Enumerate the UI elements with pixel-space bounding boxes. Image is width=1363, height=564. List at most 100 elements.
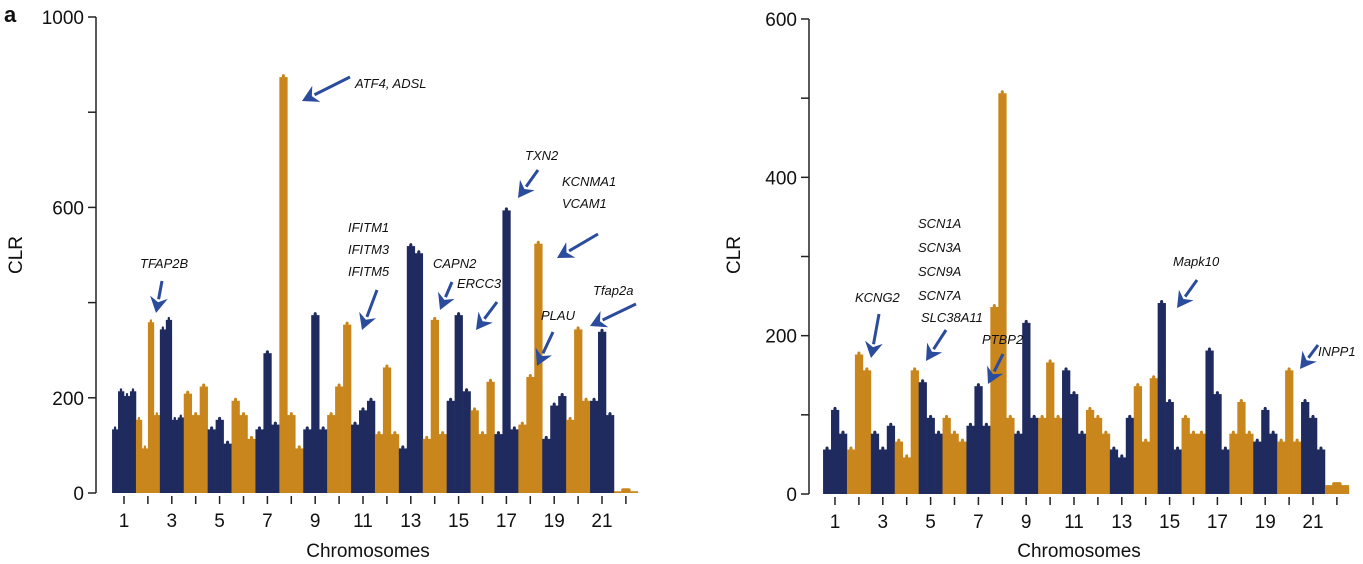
- data-peak-point: [1096, 414, 1100, 419]
- gene-annotation: KCNMA1: [562, 174, 616, 189]
- data-bin: [414, 253, 424, 493]
- data-peak-point: [968, 422, 973, 427]
- data-bin: [1054, 417, 1063, 494]
- data-peak-point: [1040, 414, 1044, 419]
- x-tick-label: 17: [1207, 512, 1228, 533]
- chromosome-22-points: [1324, 482, 1350, 494]
- data-bin: [215, 419, 224, 493]
- chromosome-3-points: [159, 316, 185, 493]
- data-peak-point: [167, 316, 171, 321]
- data-peak-point: [552, 402, 556, 407]
- data-bin: [1149, 378, 1158, 494]
- data-bin: [1006, 417, 1015, 494]
- data-bin: [177, 417, 185, 493]
- data-bin: [574, 329, 583, 493]
- data-peak-point: [1207, 347, 1212, 352]
- data-bin: [894, 441, 904, 494]
- data-bin: [430, 319, 439, 493]
- data-peak-point: [1160, 300, 1164, 305]
- data-bin: [958, 441, 967, 494]
- data-bin: [118, 391, 125, 493]
- data-peak-point: [337, 383, 341, 388]
- data-peak-point: [1064, 367, 1068, 372]
- data-peak-point: [536, 240, 540, 245]
- data-bin: [886, 425, 896, 494]
- data-peak-point: [1287, 367, 1291, 372]
- data-bin: [1070, 394, 1079, 494]
- data-bin: [359, 410, 368, 493]
- data-bin: [223, 443, 232, 493]
- gene-annotation: TFAP2B: [140, 256, 188, 271]
- data-peak-point: [449, 397, 453, 402]
- arrow-icon: [313, 75, 351, 97]
- data-peak-point: [149, 319, 153, 324]
- chromosome-12-points: [1085, 406, 1111, 494]
- data-bin: [1301, 402, 1310, 494]
- data-bin: [319, 429, 328, 493]
- data-peak-point: [1191, 430, 1196, 435]
- data-peak-point: [249, 435, 254, 440]
- data-peak-point: [857, 351, 861, 356]
- data-peak-point: [897, 438, 901, 443]
- arrow-icon: [1307, 344, 1320, 359]
- arrow-icon: [483, 301, 499, 320]
- data-peak-point: [417, 250, 421, 255]
- data-bin: [974, 386, 983, 494]
- data-bin: [295, 448, 304, 493]
- data-peak-point: [1152, 375, 1156, 380]
- data-peak-point: [161, 326, 165, 331]
- data-bin: [942, 417, 951, 494]
- data-bin: [598, 331, 607, 493]
- data-peak-point: [929, 414, 933, 419]
- gene-annotation: PLAU: [541, 308, 576, 323]
- arrow-icon: [444, 281, 454, 298]
- data-peak-point: [608, 412, 612, 417]
- arrowhead-icon: [535, 347, 552, 366]
- chromosome-18-points: [1229, 399, 1254, 494]
- data-bin: [550, 405, 559, 493]
- y-axis-title: CLR: [6, 236, 27, 274]
- arrowhead-icon: [1300, 350, 1317, 369]
- gene-annotation: CAPN2: [433, 256, 477, 271]
- data-bin: [1245, 433, 1254, 494]
- arrow-icon: [1183, 279, 1199, 298]
- arrow-icon: [992, 353, 1005, 373]
- chromosome-20-points: [1277, 367, 1302, 494]
- data-bin: [910, 370, 919, 494]
- arrowhead-icon: [865, 340, 883, 358]
- chromosome-21-points: [590, 328, 615, 493]
- data-peak-point: [944, 414, 949, 419]
- arrowhead-icon: [518, 179, 535, 198]
- data-peak-point: [265, 350, 269, 355]
- data-peak-point: [1295, 438, 1299, 443]
- data-bin: [366, 400, 376, 493]
- data-bin: [823, 449, 832, 494]
- gene-annotation: IFITM1: [348, 220, 389, 235]
- data-peak-point: [125, 393, 129, 398]
- data-bin: [303, 429, 312, 493]
- chromosome-11-points: [351, 397, 376, 493]
- data-peak-point: [592, 397, 596, 402]
- data-bin: [518, 424, 527, 493]
- chromosome-6-points: [231, 397, 256, 493]
- data-bin: [1101, 433, 1111, 494]
- data-peak-point: [297, 445, 301, 450]
- chromosome-11-points: [1062, 367, 1087, 494]
- data-bin: [1093, 417, 1103, 494]
- data-peak-point: [1120, 454, 1124, 459]
- x-tick-label: 11: [1064, 512, 1084, 533]
- data-bin: [112, 429, 119, 493]
- gene-annotation: SLC38A11: [921, 310, 983, 325]
- chromosome-5-points: [207, 416, 232, 493]
- chromosome-17-points: [494, 207, 519, 493]
- data-peak-point: [1024, 319, 1028, 324]
- data-peak-point: [1311, 414, 1315, 419]
- chromosome-8-points: [279, 74, 304, 494]
- chromosome-2-points: [846, 351, 872, 494]
- data-peak-point: [1168, 399, 1172, 403]
- data-bin: [398, 448, 408, 493]
- data-bin: [558, 396, 567, 493]
- chromosome-12-points: [374, 364, 400, 493]
